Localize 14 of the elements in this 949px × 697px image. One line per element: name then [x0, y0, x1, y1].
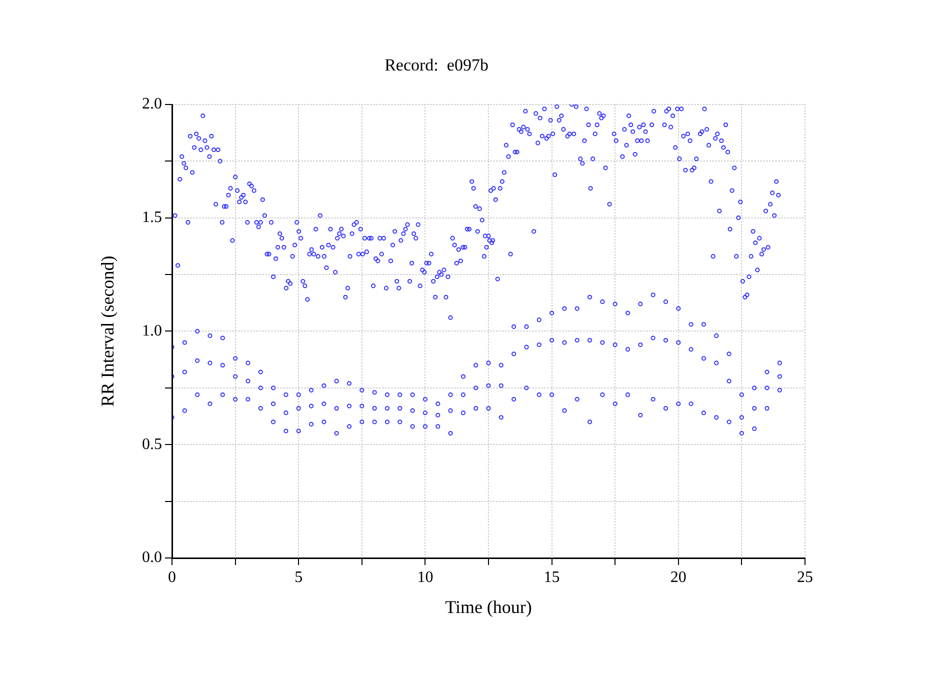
chart-title: Record: e097b	[384, 56, 488, 75]
y-axis-title: RR Interval (second)	[98, 256, 118, 407]
x-axis-title: Time (hour)	[445, 596, 532, 617]
y-tick-label: 0.0	[142, 549, 162, 566]
x-tick-label: 0	[168, 568, 176, 586]
x-tick-label: 15	[544, 568, 560, 586]
x-tick-label: 25	[797, 568, 813, 586]
x-tick-label: 20	[670, 568, 686, 586]
y-tick-label: 1.5	[142, 209, 162, 226]
y-tick-label: 2.0	[142, 96, 162, 113]
x-tick-label: 10	[417, 568, 434, 586]
y-tick-label: 1.0	[142, 322, 162, 340]
y-tick-label: 0.5	[142, 436, 162, 453]
x-tick-label: 5	[294, 568, 303, 586]
